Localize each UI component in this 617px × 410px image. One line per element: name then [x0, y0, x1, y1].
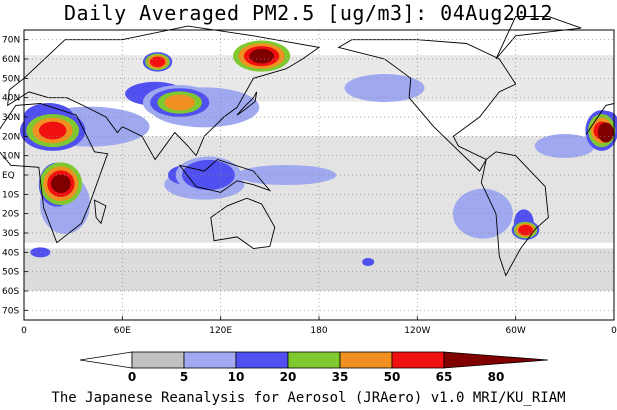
- light-blue-region: [534, 134, 595, 158]
- colorbar-segment: [131, 351, 185, 369]
- lat-tick-label: 10S: [2, 190, 19, 200]
- colorbar-segment: [79, 351, 133, 369]
- lat-tick-label: 60N: [2, 55, 20, 65]
- lon-tick-label: 120E: [209, 326, 232, 336]
- feature-south-america: [518, 224, 533, 236]
- lat-tick-label: 20S: [2, 210, 19, 220]
- lat-tick-label: 30N: [2, 113, 20, 123]
- colorbar-segment: [391, 351, 445, 369]
- lat-tick-label: 10N: [2, 152, 20, 162]
- coastline-outline: [585, 103, 615, 135]
- coastline-outline: [210, 197, 276, 249]
- colorbar-label: 65: [436, 370, 453, 384]
- coastline-outline: [337, 39, 517, 172]
- feature-taklimakan-china: [164, 94, 195, 111]
- feature-atlantic-dust: [597, 122, 614, 143]
- light-blue-region: [236, 165, 337, 185]
- feature-central-africa: [51, 174, 71, 193]
- map-title: Daily Averaged PM2.5 [ug/m3]: 04Aug2012: [63, 1, 554, 25]
- haze-southern-ocean: [24, 248, 614, 291]
- coastline-outline: [7, 25, 321, 161]
- lat-tick-label: 30S: [2, 229, 19, 239]
- feature-siberia-ne-asia: [249, 48, 274, 64]
- light-blue-region: [344, 74, 425, 102]
- lat-tick-label: 70S: [2, 306, 19, 316]
- lon-tick-label: 60W: [505, 326, 525, 336]
- coastline-outline: [93, 199, 107, 225]
- colorbar-label: 50: [384, 370, 401, 384]
- lon-tick-label: 0: [21, 326, 27, 336]
- feature-sahara-arabia-dust: [38, 121, 67, 140]
- coastline-outline: [480, 151, 549, 277]
- blue-region: [362, 258, 375, 266]
- colorbar-segment: [235, 351, 289, 369]
- colorbar-segment: [339, 351, 393, 369]
- colorbar-label: 35: [332, 370, 349, 384]
- aerosol-field: [20, 40, 617, 291]
- colorbar-label: 0: [128, 370, 136, 384]
- lat-tick-label: 50N: [2, 74, 20, 84]
- lat-tick-label: 20N: [2, 132, 20, 142]
- lat-tick-label: 40N: [2, 94, 20, 104]
- lat-tick-label: 40S: [2, 248, 19, 258]
- lon-tick-label: 60E: [114, 326, 131, 336]
- feature-central-siberia: [149, 56, 166, 68]
- colorbar-label: 20: [280, 370, 297, 384]
- coastline-outline: [178, 158, 272, 193]
- coastline-outline: [0, 103, 109, 244]
- colorbar-segment: [183, 351, 237, 369]
- lon-tick-label: 180: [310, 326, 327, 336]
- colorbar-label: 10: [228, 370, 245, 384]
- lon-tick-label: 0: [611, 326, 617, 336]
- colorbar-segment: [443, 351, 549, 369]
- colorbar: 0 5 10 20 35 50 65 80: [79, 351, 549, 384]
- footer-credit: The Japanese Reanalysis for Aerosol (JRA…: [51, 390, 566, 406]
- lat-tick-label: EQ: [2, 171, 15, 181]
- lat-tick-label: 70N: [2, 36, 20, 46]
- coastline-outline: [236, 91, 258, 116]
- lat-tick-label: 50S: [2, 268, 19, 278]
- light-blue-region: [452, 188, 513, 239]
- colorbar-label: 80: [488, 370, 505, 384]
- lon-tick-label: 120W: [404, 326, 430, 336]
- coastline-outline: [495, 16, 582, 60]
- colorbar-label: 5: [180, 370, 188, 384]
- lat-tick-label: 60S: [2, 287, 19, 297]
- colorbar-segment: [287, 351, 341, 369]
